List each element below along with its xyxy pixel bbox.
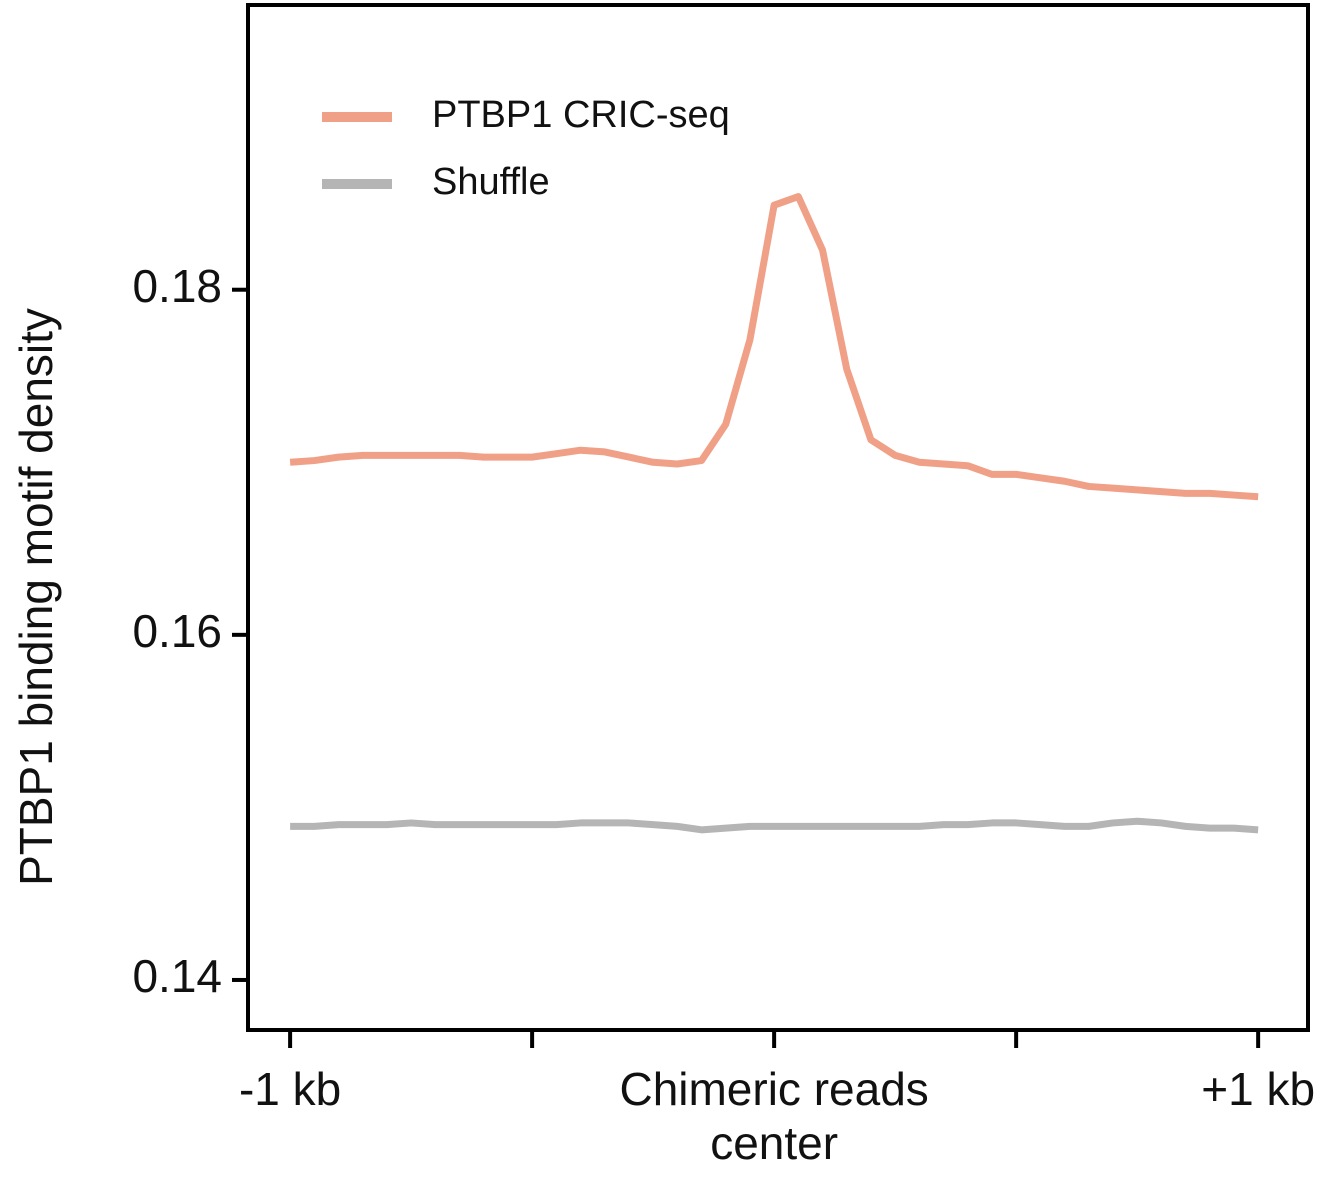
y-tick-label: 0.18 xyxy=(132,260,222,312)
y-axis-label: PTBP1 binding motif density xyxy=(10,308,62,886)
legend-label: PTBP1 CRIC-seq xyxy=(432,94,730,136)
plot-frame xyxy=(246,3,1310,1032)
series-line xyxy=(289,193,1259,501)
x-tick-label: Chimeric reads center xyxy=(619,1063,929,1169)
series-line xyxy=(290,817,1259,834)
legend-label: Shuffle xyxy=(432,161,550,203)
x-tick-label: -1 kb xyxy=(238,1063,342,1115)
y-tick-label: 0.16 xyxy=(132,605,222,657)
y-tick-label: 0.14 xyxy=(132,950,222,1002)
x-tick-label: +1 kb xyxy=(1201,1063,1316,1115)
